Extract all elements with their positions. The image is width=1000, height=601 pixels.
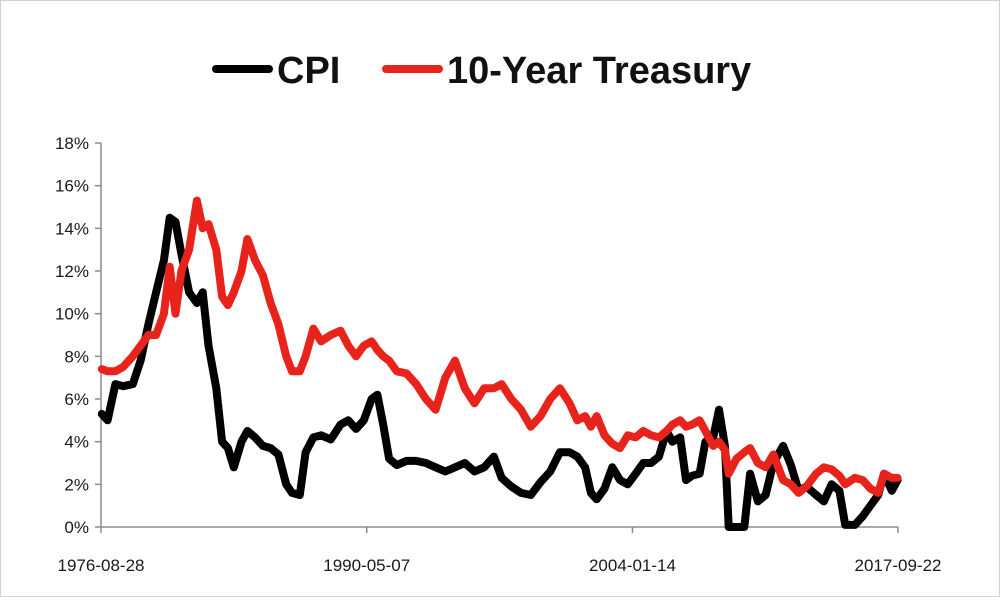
legend: CPI 10-Year Treasury <box>212 50 751 92</box>
y-tick-label: 4% <box>64 433 89 452</box>
y-tick-label: 10% <box>55 305 89 324</box>
legend-label-10-year-treasury: 10-Year Treasury <box>447 50 751 92</box>
y-tick-label: 16% <box>55 177 89 196</box>
plot-area <box>97 196 902 531</box>
x-tick-label: 2017-09-22 <box>855 556 942 575</box>
series-line-cpi <box>97 213 902 531</box>
x-axis: 1976-08-28 1990-05-07 2004-01-14 2017-09-22 <box>58 526 942 575</box>
y-tick-label: 6% <box>64 390 89 409</box>
y-tick-label: 18% <box>55 134 89 153</box>
y-tick-label: 2% <box>64 475 89 494</box>
y-tick-label: 14% <box>55 219 89 238</box>
legend-label-cpi: CPI <box>277 50 340 92</box>
y-axis: 0% 2% 4% 6% 8% 10% 12% 14% 16% 18% <box>55 134 102 537</box>
x-tick-label: 1990-05-07 <box>323 556 410 575</box>
y-tick-label: 12% <box>55 262 89 281</box>
x-tick-label: 2004-01-14 <box>589 556 676 575</box>
y-tick-label: 8% <box>64 347 89 366</box>
series-line-10-year-treasury <box>97 196 902 497</box>
x-tick-label: 1976-08-28 <box>58 556 145 575</box>
y-tick-label: 0% <box>64 518 89 537</box>
